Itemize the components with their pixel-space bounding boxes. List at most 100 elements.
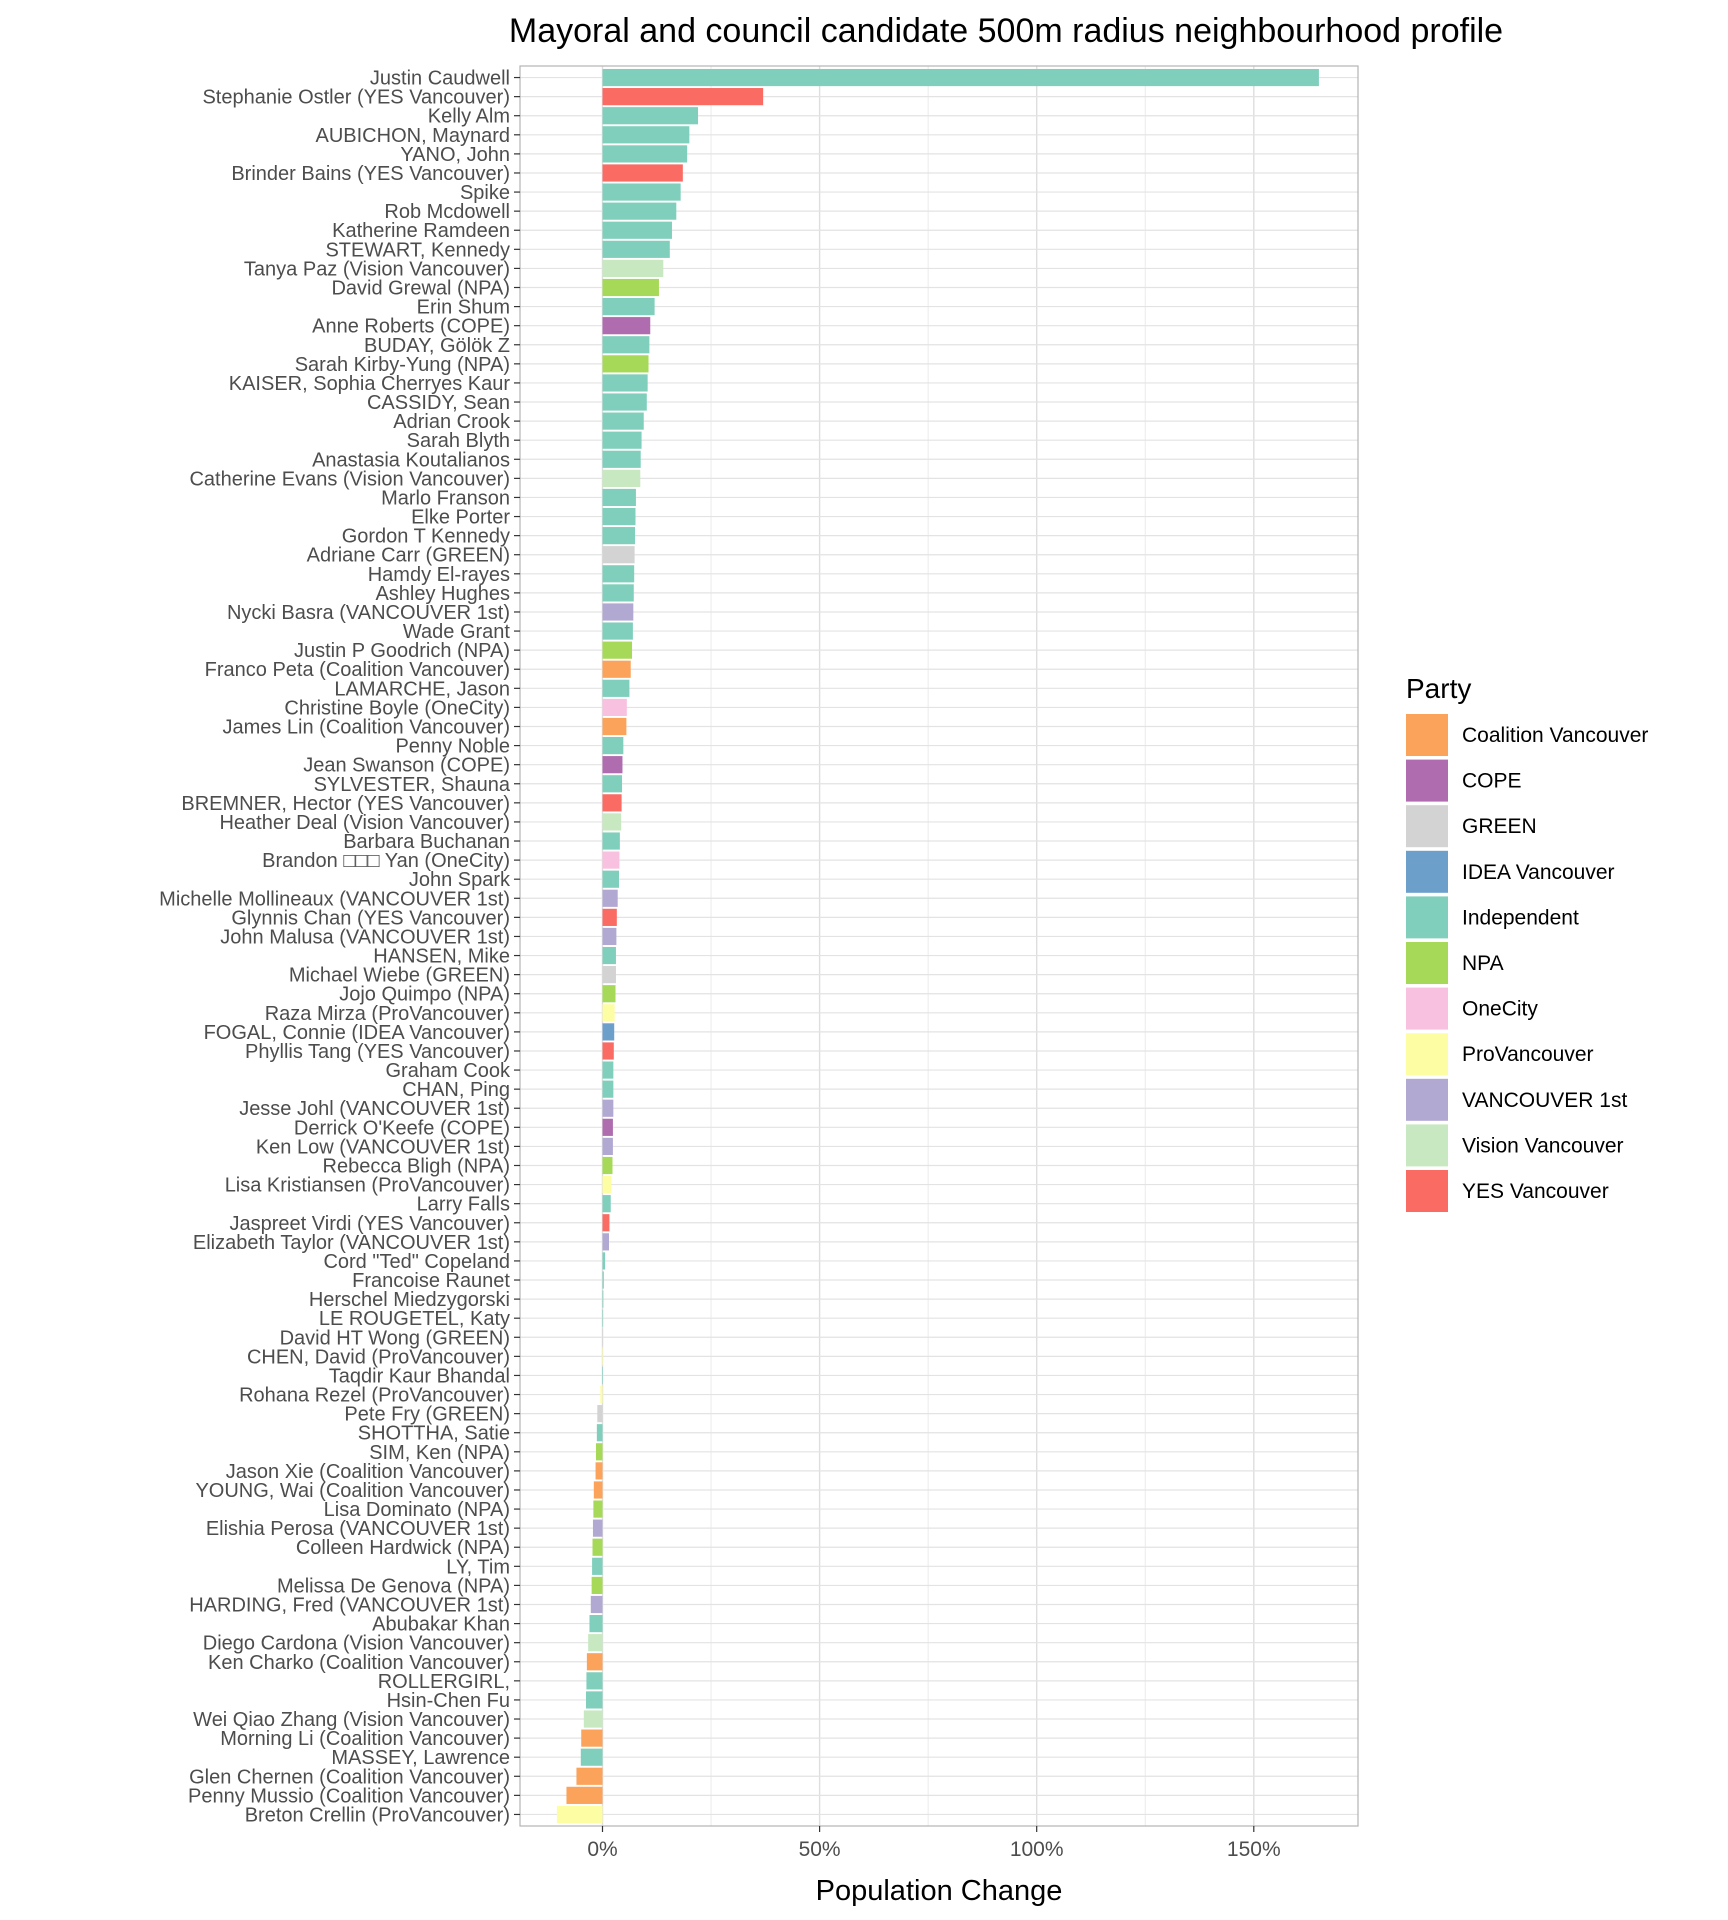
bars <box>556 68 1319 1824</box>
y-tick-label: Kelly Alm <box>428 106 510 128</box>
y-tick-label: Anastasia Koutalianos <box>312 449 510 471</box>
bar <box>580 1748 603 1766</box>
y-tick-label: Justin P Goodrich (NPA) <box>294 640 510 662</box>
y-tick-label: Diego Cardona (Vision Vancouver) <box>203 1633 510 1655</box>
y-tick-label: Gordon T Kennedy <box>342 526 510 548</box>
legend-key <box>1406 942 1448 984</box>
y-tick-label: Sarah Kirby-Yung (NPA) <box>295 354 510 376</box>
bar <box>592 1538 603 1556</box>
y-tick-label: ROLLERGIRL, <box>378 1671 510 1693</box>
y-tick-label: Rebecca Bligh (NPA) <box>323 1156 510 1178</box>
bar <box>602 393 647 411</box>
y-tick-label: YANO, John <box>400 144 510 166</box>
y-tick-label: Francoise Raunet <box>352 1270 510 1292</box>
bar <box>592 1519 603 1537</box>
y-tick-label: Brandon □□□ Yan (OneCity) <box>262 850 510 872</box>
y-tick-label: Brinder Bains (YES Vancouver) <box>231 163 510 185</box>
y-tick-label: Herschel Miedzygorski <box>309 1289 510 1311</box>
legend-label: COPE <box>1462 770 1522 793</box>
bar <box>602 832 620 850</box>
legend-label: OneCity <box>1462 998 1538 1021</box>
bar <box>602 450 641 468</box>
bar <box>602 145 688 163</box>
y-tick-label: STEWART, Kennedy <box>325 239 510 261</box>
y-tick-label: David HT Wong (GREEN) <box>280 1327 510 1349</box>
y-tick-label: Stephanie Ostler (YES Vancouver) <box>202 87 510 109</box>
legend-key <box>1406 987 1448 1030</box>
legend-key <box>1406 1078 1448 1121</box>
y-tick-label: Elishia Perosa (VANCOUVER 1st) <box>206 1518 510 1540</box>
y-tick-label: Elizabeth Taylor (VANCOUVER 1st) <box>193 1232 510 1254</box>
bar <box>602 870 619 888</box>
y-tick-label: Pete Fry (GREEN) <box>344 1404 510 1426</box>
bar <box>602 927 617 946</box>
x-tick-label: 150% <box>1227 1838 1281 1861</box>
bar <box>576 1767 603 1785</box>
bar <box>589 1614 603 1633</box>
legend-key <box>1406 805 1448 848</box>
y-tick-label: Christine Boyle (OneCity) <box>284 697 510 719</box>
bar <box>602 431 642 449</box>
y-tick-label: Lisa Kristiansen (ProVancouver) <box>225 1175 510 1197</box>
y-tick-label: Catherine Evans (Vision Vancouver) <box>189 468 510 490</box>
y-tick-label: Ken Low (VANCOUVER 1st) <box>256 1136 510 1158</box>
y-tick-label: John Malusa (VANCOUVER 1st) <box>220 926 510 948</box>
y-tick-label: Adriane Carr (GREEN) <box>307 545 510 567</box>
y-tick-label: CHEN, David (ProVancouver) <box>247 1346 510 1368</box>
legend-label: Vision Vancouver <box>1462 1134 1624 1157</box>
bar <box>602 1328 604 1346</box>
legend-key <box>1406 1124 1448 1167</box>
y-tick-label: LAMARCHE, Jason <box>334 678 510 700</box>
bar <box>602 278 659 297</box>
bar <box>602 756 623 774</box>
bar <box>602 1309 604 1327</box>
y-tick-label: Penny Noble <box>395 736 510 758</box>
legend-label: VANCOUVER 1st <box>1462 1089 1627 1112</box>
y-tick-label: Breton Crellin (ProVancouver) <box>245 1804 510 1826</box>
bar <box>602 775 623 793</box>
bar <box>602 813 622 831</box>
x-tick-label: 50% <box>799 1838 841 1861</box>
legend-key <box>1406 1170 1448 1212</box>
legend-label: IDEA Vancouver <box>1462 861 1615 884</box>
legend-key <box>1406 714 1448 756</box>
y-tick-label: Phyllis Tang (YES Vancouver) <box>245 1041 510 1063</box>
legend-label: Independent <box>1462 906 1579 929</box>
bar <box>602 1099 614 1117</box>
bar <box>556 1805 603 1824</box>
bar <box>602 546 635 564</box>
plot-panel <box>520 66 1358 1826</box>
bar <box>597 1405 603 1423</box>
y-tick-label: Glynnis Chan (YES Vancouver) <box>231 907 510 929</box>
bar <box>602 1290 604 1308</box>
y-tick-label: MASSEY, Lawrence <box>331 1747 510 1769</box>
bar <box>602 240 670 258</box>
y-tick-label: Katherine Ramdeen <box>332 220 510 242</box>
y-tick-label: Ashley Hughes <box>375 583 510 605</box>
bar <box>602 985 616 1003</box>
y-tick-label: Morning Li (Coalition Vancouver) <box>220 1728 510 1750</box>
y-tick-label: Jesse Johl (VANCOUVER 1st) <box>239 1098 510 1120</box>
y-tick-label: SIM, Ken (NPA) <box>369 1442 510 1464</box>
bar <box>602 603 634 621</box>
bar <box>593 1481 603 1499</box>
bar <box>602 1366 603 1385</box>
bar <box>602 412 644 430</box>
legend-label: NPA <box>1462 952 1504 975</box>
y-tick-label: Raza Mirza (ProVancouver) <box>265 1003 510 1025</box>
y-tick-label: Abubakar Khan <box>372 1614 510 1636</box>
bar <box>602 584 634 602</box>
y-tick-label: CASSIDY, Sean <box>367 392 510 414</box>
plot-border <box>519 65 1359 1827</box>
bar <box>602 221 672 239</box>
y-tick-label: Derrick O'Keefe (COPE) <box>294 1117 510 1139</box>
legend-key <box>1406 850 1448 893</box>
bar <box>588 1634 603 1652</box>
y-tick-label: YOUNG, Wai (Coalition Vancouver) <box>195 1480 510 1502</box>
y-tick-label: BREMNER, Hector (YES Vancouver) <box>181 793 510 815</box>
bar <box>602 698 627 717</box>
y-tick-label: SYLVESTER, Shauna <box>314 774 511 796</box>
bar <box>602 488 636 507</box>
